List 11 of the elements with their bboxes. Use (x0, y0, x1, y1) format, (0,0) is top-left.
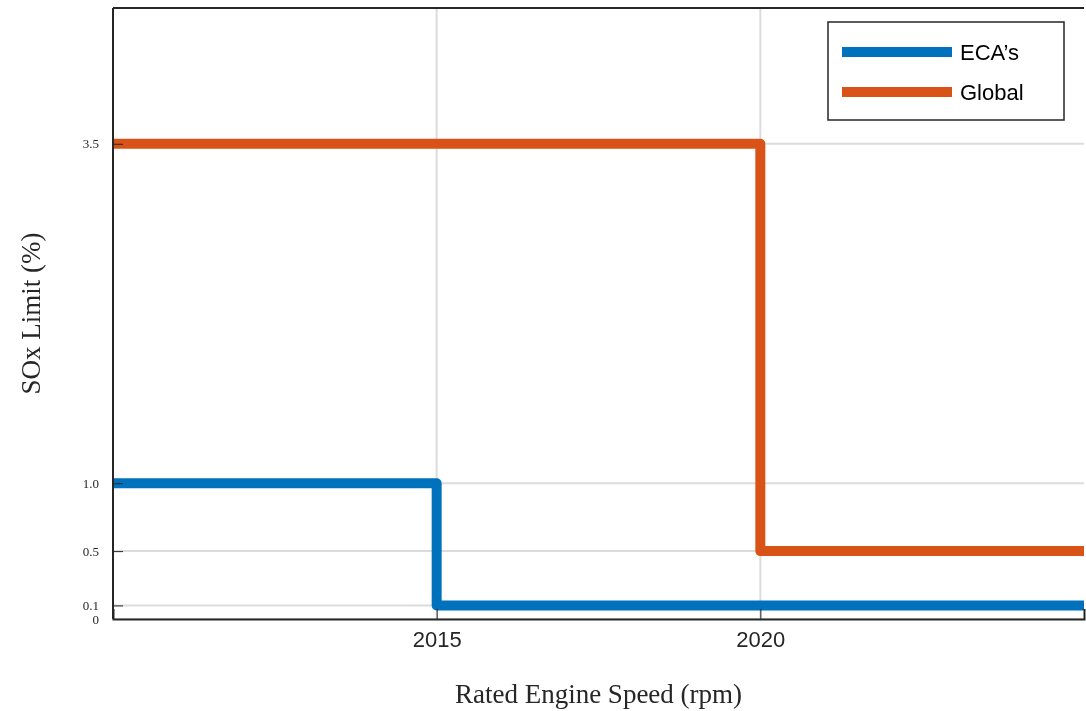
legend-label: Global (960, 80, 1024, 105)
y-tick-label: 0.1 (82, 598, 99, 614)
y-tick-label: 0.5 (82, 543, 99, 559)
x-tick-label: 2015 (412, 626, 462, 652)
y-tick-label: 0 (92, 611, 99, 627)
y-tick-label: 3.5 (82, 136, 99, 152)
x-tick-label: 2020 (736, 626, 786, 652)
x-axis-title: Rated Engine Speed (rpm) (454, 679, 743, 709)
y-tick-label: 1.0 (82, 475, 99, 491)
legend-label: ECA’s (960, 40, 1020, 65)
y-axis-title: SOx Limit (%) (16, 232, 46, 395)
